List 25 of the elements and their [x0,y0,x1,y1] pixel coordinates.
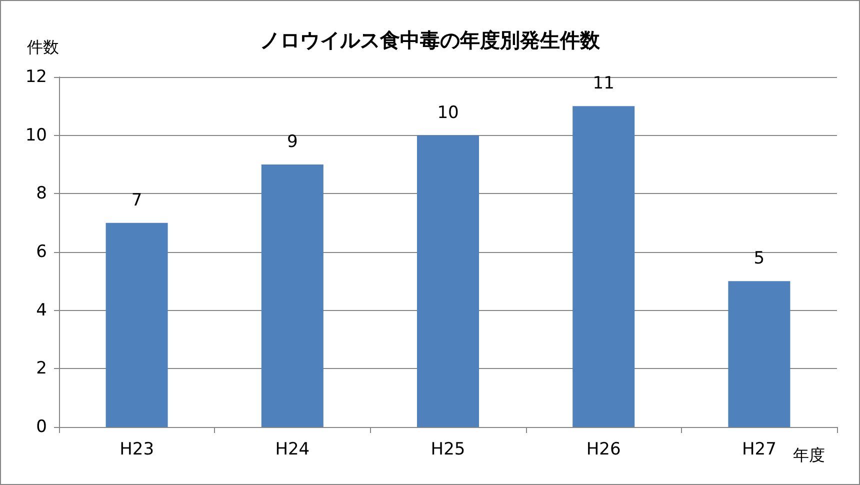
data-label: 9 [286,132,298,152]
y-tick-label: 4 [36,300,47,320]
data-label: 10 [437,102,459,123]
y-tick-label: 10 [25,125,47,146]
bar [417,135,479,427]
chart-title: ノロウイルス食中毒の年度別発生件数 [260,28,601,52]
y-tick-label: 8 [36,184,47,204]
bar [728,281,790,427]
bar [261,164,324,427]
x-tick-label: H24 [275,440,310,460]
y-tick-label: 0 [36,417,47,437]
bar [106,222,168,427]
bar [572,106,635,427]
x-tick-label: H23 [120,440,154,460]
data-label: 11 [592,74,614,94]
x-tick-label: H25 [430,440,466,460]
x-axis-title: 年度 [793,446,825,464]
data-label: 7 [131,190,142,210]
y-tick-label: 2 [36,358,47,379]
x-tick-label: H27 [742,440,776,460]
y-tick-label: 12 [25,67,47,87]
y-tick-label: 6 [36,242,47,262]
x-tick-label: H26 [586,440,621,460]
data-label: 5 [754,248,765,269]
y-axis-title: 件数 [27,38,59,56]
